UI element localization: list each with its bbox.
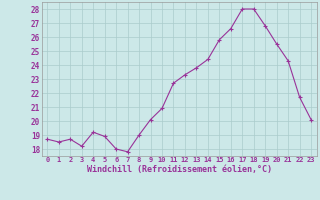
X-axis label: Windchill (Refroidissement éolien,°C): Windchill (Refroidissement éolien,°C) bbox=[87, 165, 272, 174]
